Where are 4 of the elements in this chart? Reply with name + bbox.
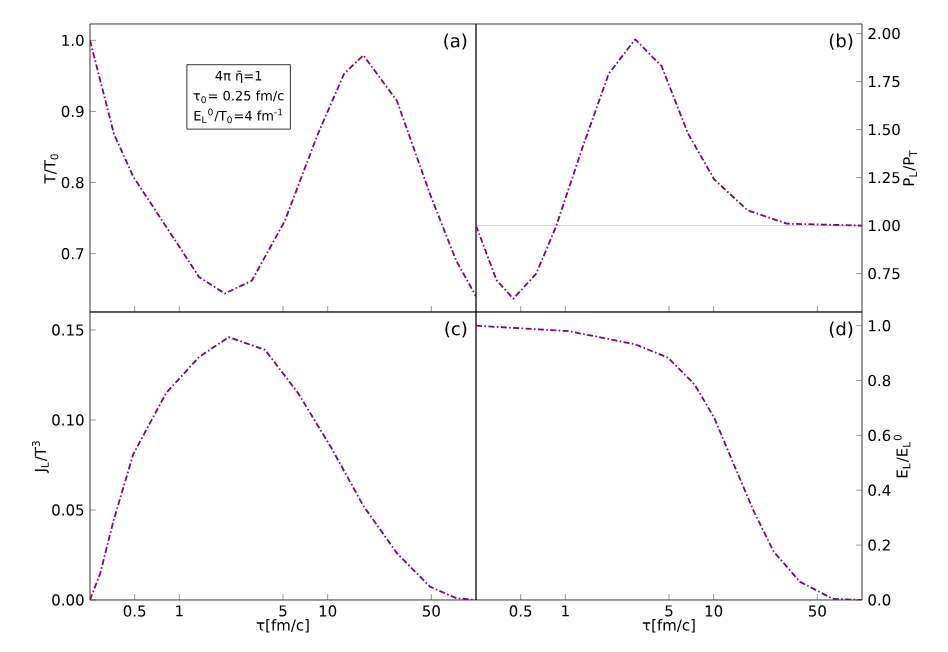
annotation: (a) (444, 33, 467, 50)
annotation: (c) (445, 321, 467, 338)
annotation: (b) (829, 33, 853, 50)
annotation: (d) (829, 321, 853, 338)
